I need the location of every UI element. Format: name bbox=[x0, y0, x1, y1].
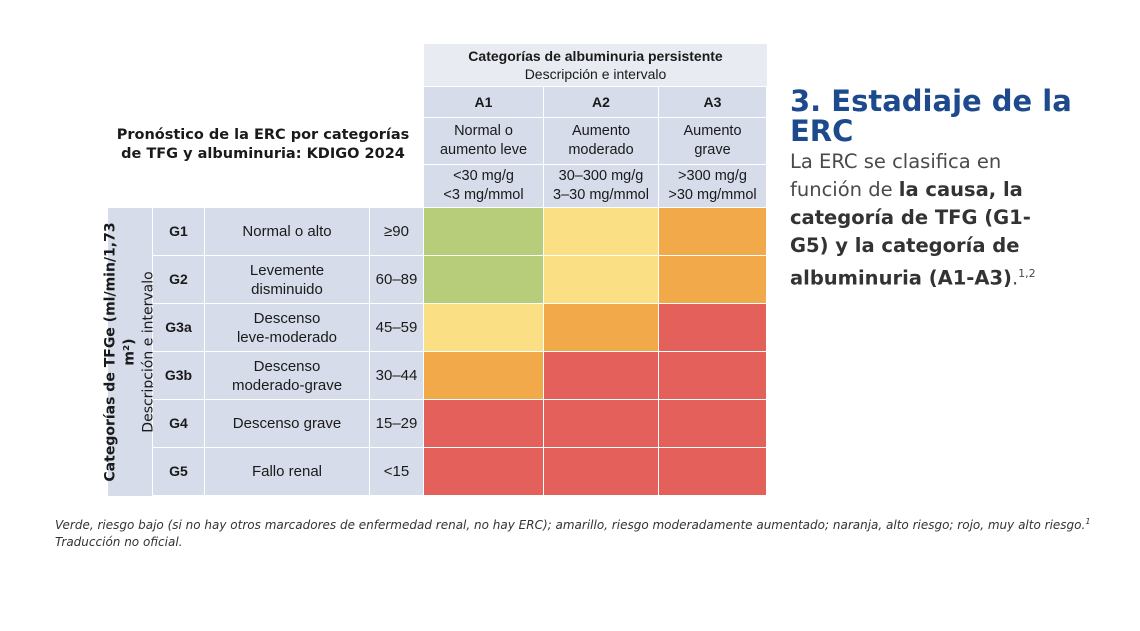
gfr-row-desc-line1: Fallo renal bbox=[251, 463, 323, 480]
gfr-row-desc-line1: Normal o alto bbox=[242, 223, 332, 240]
gfr-row-desc-line1: Levemente bbox=[249, 261, 325, 279]
risk-cell-red bbox=[544, 400, 659, 448]
gfr-row-desc-line2: leve-moderado bbox=[236, 328, 338, 346]
gfr-row-code: G2 bbox=[153, 256, 205, 304]
albuminuria-col-code: A3 bbox=[659, 87, 767, 118]
table-title-line2: de TFG y albuminuria: KDIGO 2024 bbox=[121, 146, 405, 162]
albuminuria-col-range: >300 mg/g >30 mg/mmol bbox=[659, 165, 767, 208]
side-text: La ERC se clasifica en función de la cau… bbox=[790, 148, 1040, 293]
side-text-sup: 1,2 bbox=[1018, 267, 1036, 280]
risk-cell-green bbox=[424, 256, 544, 304]
albuminuria-col-code: A1 bbox=[424, 87, 544, 118]
side-text-a: La ERC se clasifica en función de bbox=[790, 150, 1002, 201]
gfr-row-desc-line2: disminuido bbox=[251, 280, 323, 298]
gfr-row-desc-line1: Descenso grave bbox=[232, 415, 342, 432]
risk-cell-red bbox=[659, 304, 767, 352]
albuminuria-col-range-line2: <3 mg/mmol bbox=[443, 187, 524, 203]
table-title: Pronóstico de la ERC por categorías de T… bbox=[108, 126, 418, 164]
gfr-row-description: Levemente disminuido bbox=[205, 256, 370, 304]
gfr-row-range: 30–44 bbox=[370, 352, 424, 400]
gfr-row-desc-line2: moderado-grave bbox=[231, 376, 343, 394]
gfr-row-description: Descenso leve-moderado bbox=[205, 304, 370, 352]
footnote: Verde, riesgo bajo (si no hay otros marc… bbox=[55, 513, 1115, 551]
albuminuria-col-desc-line1: Aumento bbox=[683, 123, 742, 139]
gfr-row-code: G5 bbox=[153, 448, 205, 496]
albuminuria-col-description: Aumento grave bbox=[659, 118, 767, 165]
gfr-row-range: 60–89 bbox=[370, 256, 424, 304]
albuminuria-col-range-line1: <30 mg/g bbox=[453, 168, 514, 184]
albuminuria-header: Categorías de albuminuria persistente De… bbox=[424, 44, 767, 87]
gfr-row-description: Descenso moderado-grave bbox=[205, 352, 370, 400]
risk-cell-orange bbox=[424, 352, 544, 400]
risk-cell-orange bbox=[659, 208, 767, 256]
footnote-line1: Verde, riesgo bajo (si no hay otros marc… bbox=[55, 518, 1086, 532]
albuminuria-col-desc-line2: grave bbox=[694, 142, 731, 158]
risk-cell-red bbox=[659, 448, 767, 496]
albuminuria-col-description: Normal o aumento leve bbox=[424, 118, 544, 165]
gfr-row-code: G1 bbox=[153, 208, 205, 256]
risk-cell-orange bbox=[544, 304, 659, 352]
table-title-line1: Pronóstico de la ERC por categorías bbox=[116, 127, 410, 143]
albuminuria-col-range: 30–300 mg/g 3–30 mg/mmol bbox=[544, 165, 659, 208]
gfr-row-description: Descenso grave bbox=[205, 400, 370, 448]
risk-cell-orange bbox=[659, 256, 767, 304]
gfr-row-desc-line1: Descenso bbox=[253, 309, 321, 327]
risk-cell-red bbox=[544, 352, 659, 400]
albuminuria-col-desc-line1: Normal o bbox=[454, 123, 513, 139]
albuminuria-col-description: Aumento moderado bbox=[544, 118, 659, 165]
albuminuria-header-subtitle: Descripción e intervalo bbox=[524, 66, 667, 82]
albuminuria-col-code: A2 bbox=[544, 87, 659, 118]
risk-cell-red bbox=[544, 448, 659, 496]
albuminuria-col-desc-line1: Aumento bbox=[571, 123, 631, 139]
gfr-row-code: G3a bbox=[153, 304, 205, 352]
risk-cell-red bbox=[659, 400, 767, 448]
gfr-row-code: G3b bbox=[153, 352, 205, 400]
risk-cell-yellow bbox=[424, 304, 544, 352]
gfr-header: Categorías de TFGe (ml/min/1,73 m²) Desc… bbox=[103, 208, 157, 496]
gfr-row-range: 45–59 bbox=[370, 304, 424, 352]
gfr-row-desc-line1: Descenso bbox=[253, 357, 321, 375]
gfr-header-title: Categorías de TFGe (ml/min/1,73 m²) bbox=[102, 222, 138, 482]
footnote-line1-sup: 1 bbox=[1085, 517, 1091, 526]
albuminuria-col-range-line2: >30 mg/mmol bbox=[668, 187, 757, 203]
gfr-row-range: ≥90 bbox=[370, 208, 424, 256]
gfr-row-range: 15–29 bbox=[370, 400, 424, 448]
gfr-row-description: Fallo renal bbox=[205, 448, 370, 496]
albuminuria-col-range-line1: 30–300 mg/g bbox=[558, 168, 644, 184]
risk-cell-green bbox=[424, 208, 544, 256]
albuminuria-header-title: Categorías de albuminuria persistente bbox=[468, 48, 723, 64]
risk-cell-red bbox=[424, 400, 544, 448]
side-text-bold: la causa, la categoría de TFG (G1-G5) y … bbox=[790, 178, 1031, 290]
gfr-row-range: <15 bbox=[370, 448, 424, 496]
risk-cell-red bbox=[424, 448, 544, 496]
gfr-row-description: Normal o alto bbox=[205, 208, 370, 256]
albuminuria-col-range: <30 mg/g <3 mg/mmol bbox=[424, 165, 544, 208]
risk-cell-red bbox=[659, 352, 767, 400]
footnote-line2: Traducción no oficial. bbox=[55, 535, 183, 549]
albuminuria-col-desc-line2: moderado bbox=[568, 142, 634, 158]
albuminuria-col-range-line1: >300 mg/g bbox=[678, 168, 747, 184]
side-heading: 3. Estadiaje de la ERC bbox=[790, 84, 1072, 148]
side-text-b: . bbox=[1011, 266, 1019, 290]
risk-cell-yellow bbox=[544, 208, 659, 256]
gfr-row-code: G4 bbox=[153, 400, 205, 448]
albuminuria-col-range-line2: 3–30 mg/mmol bbox=[553, 187, 649, 203]
risk-cell-yellow bbox=[544, 256, 659, 304]
albuminuria-col-desc-line2: aumento leve bbox=[439, 142, 528, 158]
